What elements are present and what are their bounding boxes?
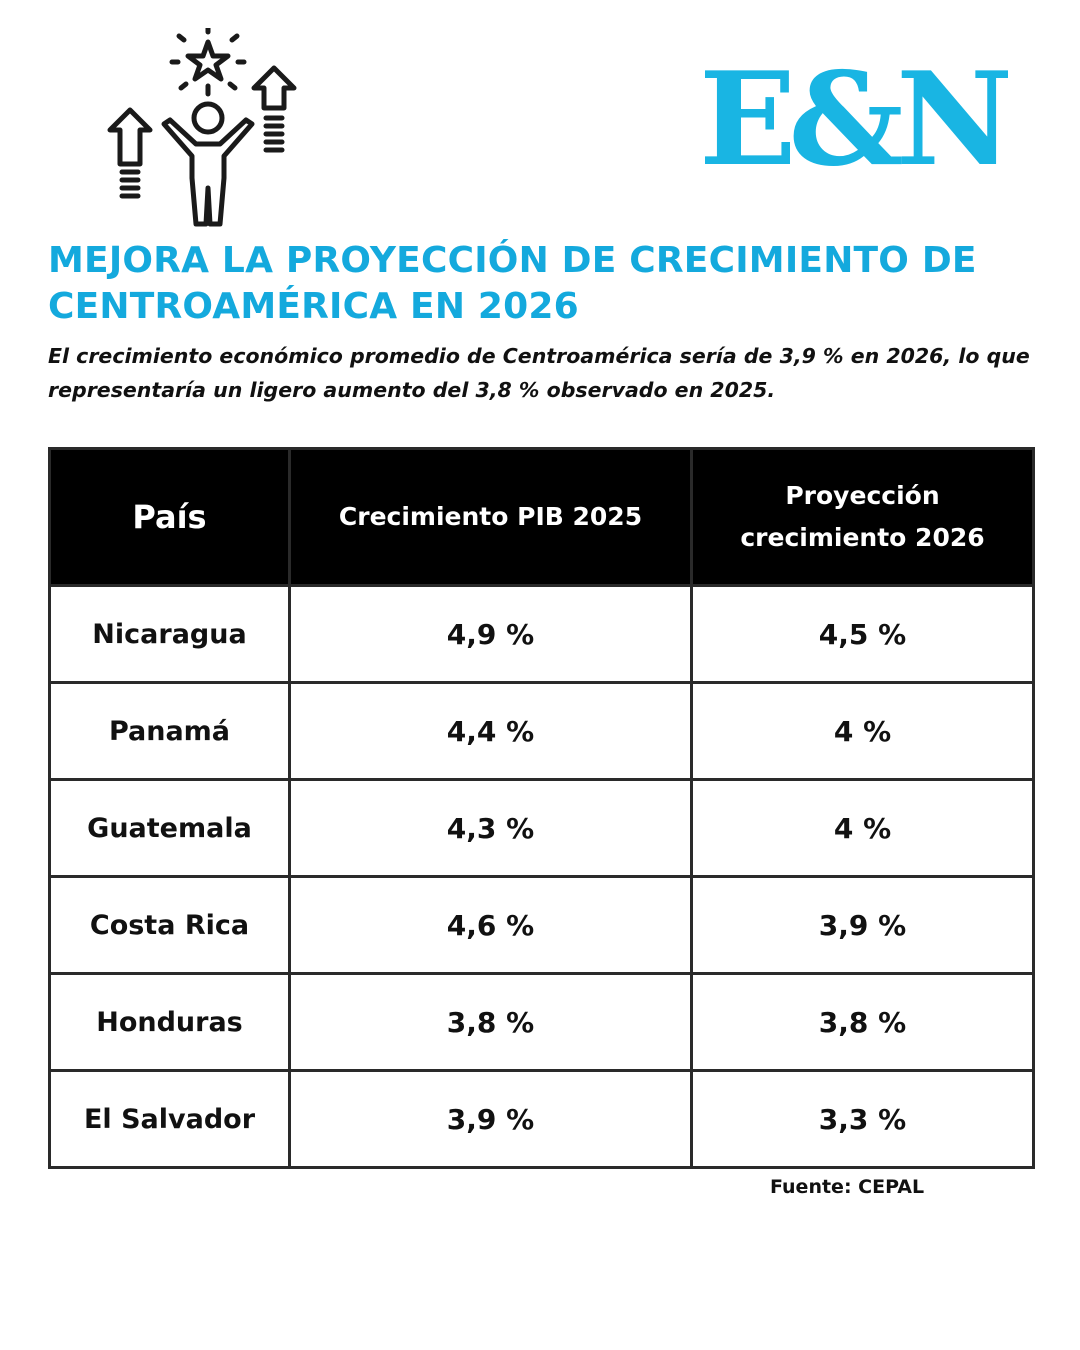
- table-row: Costa Rica 4,6 % 3,9 %: [48, 875, 1035, 975]
- projection-2026-cell: 4,5 %: [690, 584, 1035, 684]
- table-row: Nicaragua 4,9 % 4,5 %: [48, 584, 1035, 684]
- pib-2025-cell: 4,3 %: [288, 778, 693, 878]
- growth-table: País Crecimiento PIB 2025 Proyección cre…: [48, 447, 1035, 1169]
- column-header-pib-2025: Crecimiento PIB 2025: [288, 447, 693, 587]
- country-cell: Panamá: [48, 681, 291, 781]
- pib-2025-cell: 4,6 %: [288, 875, 693, 975]
- table-row: Guatemala 4,3 % 4 %: [48, 778, 1035, 878]
- projection-2026-cell: 3,8 %: [690, 972, 1035, 1072]
- country-cell: Nicaragua: [48, 584, 291, 684]
- source-note: Fuente: CEPAL: [770, 1176, 925, 1198]
- table-row: El Salvador 3,9 % 3,3 %: [48, 1069, 1035, 1169]
- person-growth-arrows-star-icon: [107, 28, 297, 227]
- projection-2026-cell: 4 %: [690, 681, 1035, 781]
- pib-2025-cell: 4,9 %: [288, 584, 693, 684]
- table-header-row: País Crecimiento PIB 2025 Proyección cre…: [48, 447, 1035, 587]
- table-row: Panamá 4,4 % 4 %: [48, 681, 1035, 781]
- projection-2026-cell: 3,3 %: [690, 1069, 1035, 1169]
- lead-paragraph: El crecimiento económico promedio de Cen…: [48, 344, 1030, 402]
- headline: MEJORA LA PROYECCIÓN DE CRECIMIENTO DE C…: [48, 240, 977, 327]
- table-row: Honduras 3,8 % 3,8 %: [48, 972, 1035, 1072]
- country-cell: Costa Rica: [48, 875, 291, 975]
- country-cell: El Salvador: [48, 1069, 291, 1169]
- country-cell: Honduras: [48, 972, 291, 1072]
- country-cell: Guatemala: [48, 778, 291, 878]
- pib-2025-cell: 4,4 %: [288, 681, 693, 781]
- projection-2026-cell: 3,9 %: [690, 875, 1035, 975]
- column-header-projection-2026: Proyección crecimiento 2026: [690, 447, 1035, 587]
- column-header-country: País: [48, 447, 291, 587]
- brand-logo: E&N: [698, 45, 1013, 195]
- pib-2025-cell: 3,8 %: [288, 972, 693, 1072]
- projection-2026-cell: 4 %: [690, 778, 1035, 878]
- pib-2025-cell: 3,9 %: [288, 1069, 693, 1169]
